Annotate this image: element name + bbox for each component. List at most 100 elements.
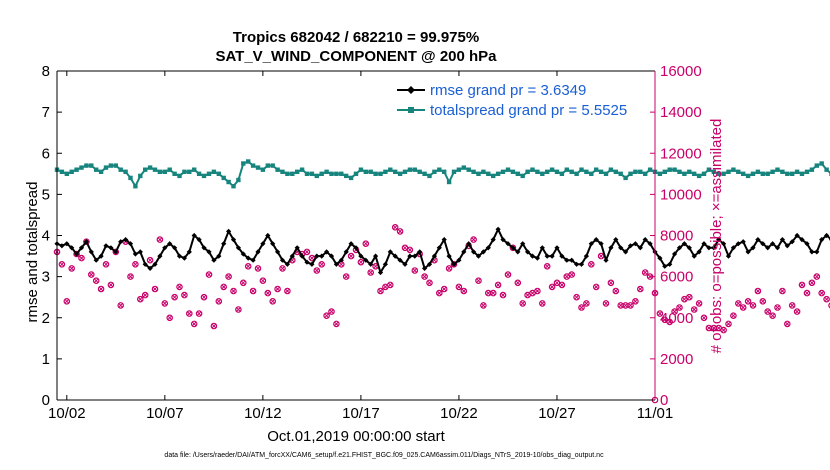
rmse-series (54, 226, 830, 276)
rmse-point (760, 241, 766, 247)
obs-point-x (186, 311, 192, 316)
obs-point-x (789, 303, 795, 308)
rmse-point (83, 239, 89, 245)
obs-point (450, 260, 458, 268)
x-tick-label: 10/02 (48, 405, 86, 422)
spread-point (643, 171, 648, 176)
legend-spread-marker (408, 107, 414, 113)
obs-point (744, 297, 752, 305)
spread-point (495, 171, 501, 176)
rmse-point (230, 237, 237, 243)
obs-point (181, 291, 188, 299)
obs-point (377, 287, 384, 295)
spread-point (554, 169, 560, 174)
spread-point (500, 169, 506, 174)
obs-point-x (412, 268, 418, 273)
obs-point (435, 289, 443, 297)
obs-point (460, 287, 468, 295)
spread-point (731, 167, 736, 172)
spread-point (785, 171, 790, 176)
obs-point (769, 312, 776, 320)
spread-point (701, 171, 707, 176)
rmse-point (745, 249, 751, 255)
obs-point-x (304, 249, 310, 255)
spread-point (613, 169, 618, 174)
spread-point (84, 163, 89, 168)
rmse-point (451, 261, 457, 267)
obs-point (205, 271, 213, 278)
obs-point (627, 302, 634, 309)
obs-point (117, 302, 125, 309)
spread-point (594, 167, 599, 172)
obs-point (249, 287, 257, 295)
rmse-point (814, 249, 820, 255)
rmse-point (490, 237, 496, 243)
rmse-point (157, 253, 163, 259)
rmse-point (377, 269, 384, 276)
spread-point (192, 167, 197, 172)
obs-point (141, 291, 149, 299)
obs-point-x (520, 301, 526, 306)
spread-point (819, 161, 824, 166)
obs-point-x (441, 286, 447, 292)
obs-point (808, 279, 816, 287)
rmse-point (260, 241, 266, 247)
spread-point (456, 167, 462, 172)
obs-point-x (338, 261, 344, 267)
obs-point-x (383, 284, 388, 290)
obs-point (274, 285, 281, 293)
obs-point-x (731, 313, 736, 319)
rmse-point (657, 255, 663, 261)
rmse-point (397, 257, 403, 263)
spread-point (461, 165, 466, 170)
obs-point-x (69, 266, 75, 271)
spread-point (608, 167, 614, 172)
spread-point (221, 175, 226, 181)
obs-point-x (329, 309, 334, 314)
obs-point (284, 287, 291, 295)
rmse-point (510, 245, 516, 251)
obs-point (602, 300, 610, 307)
rmse-point (784, 243, 790, 249)
rmse-point (353, 245, 359, 251)
obs-point (749, 302, 757, 309)
obs-point (171, 293, 178, 301)
obs-point-x (701, 315, 707, 321)
obs-point-x (535, 288, 540, 294)
obs-point (514, 279, 522, 287)
rmse-point (632, 241, 638, 247)
rmse-point (250, 257, 256, 263)
x-tick-label: 10/07 (146, 405, 184, 422)
rmse-point (275, 249, 281, 255)
spread-point (545, 169, 550, 174)
rmse-point (794, 232, 800, 239)
rmse-point (412, 253, 418, 259)
obs-point (568, 271, 576, 278)
obs-point-x (133, 261, 138, 267)
spread-point (309, 171, 315, 176)
obs-point-x (490, 290, 496, 296)
left-tick-label: 7 (42, 104, 50, 121)
rmse-point (799, 237, 805, 243)
spread-point (603, 171, 609, 176)
x-tick-label: 10/17 (342, 405, 380, 422)
rmse-point (314, 253, 320, 259)
obs-point-x (539, 301, 545, 306)
rmse-point (59, 243, 65, 249)
spread-point (358, 167, 364, 172)
spread-point (74, 167, 79, 172)
obs-point-x (201, 294, 207, 300)
rmse-point (324, 249, 330, 255)
spread-point (540, 171, 545, 176)
rmse-point (480, 249, 486, 255)
obs-point-x (672, 309, 677, 314)
obs-point (225, 273, 232, 280)
x-tick-label: 11/01 (637, 405, 673, 422)
obs-point-x (740, 305, 746, 310)
obs-point (107, 281, 115, 289)
rmse-point (333, 261, 339, 267)
obs-point-x (662, 317, 668, 323)
rmse-point (701, 241, 707, 247)
obs-point-x (285, 288, 290, 294)
rmse-point (294, 245, 300, 251)
